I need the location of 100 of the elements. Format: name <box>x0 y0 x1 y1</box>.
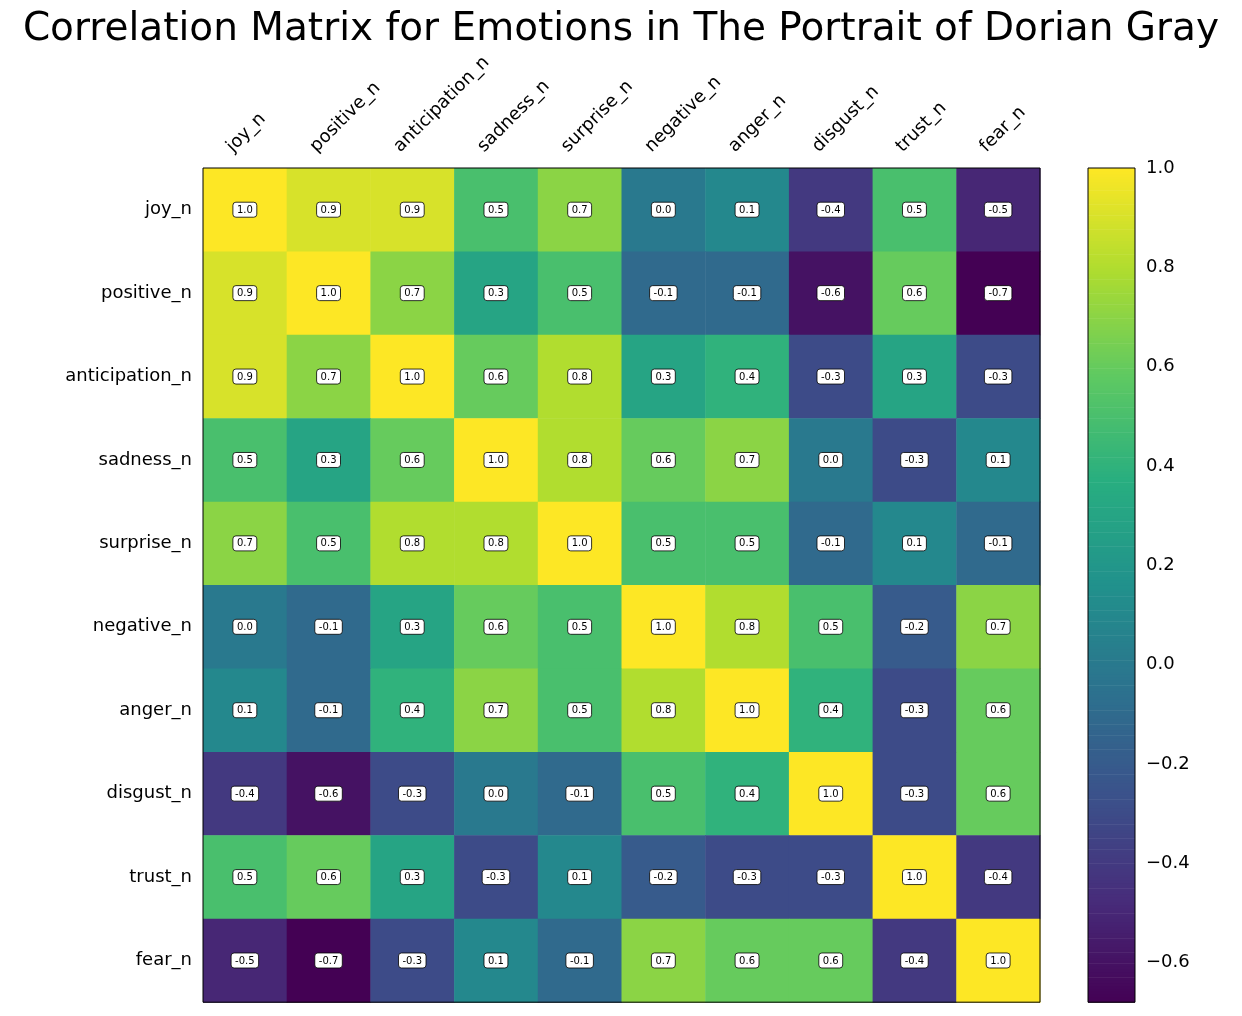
data-label: -0.5 <box>235 954 255 966</box>
data-label: 0.9 <box>236 370 253 382</box>
data-label: 0.0 <box>655 203 672 215</box>
color-bar-label: −0.4 <box>1146 850 1190 872</box>
data-label: 0.6 <box>906 287 923 299</box>
color-bar-label: 0.2 <box>1146 552 1175 574</box>
data-label: 0.5 <box>906 203 923 215</box>
data-label: -0.2 <box>904 620 925 632</box>
data-label: 0.1 <box>488 954 504 966</box>
data-label: 0.6 <box>320 871 337 883</box>
data-label: 0.7 <box>236 537 253 549</box>
data-label: 1.0 <box>320 287 337 299</box>
data-label: -0.6 <box>318 787 339 799</box>
data-label: 0.0 <box>822 454 839 466</box>
data-label: -0.1 <box>737 287 757 299</box>
data-label: -0.3 <box>904 454 925 466</box>
color-bar-label: −0.6 <box>1146 950 1190 972</box>
data-label: 0.7 <box>571 203 588 215</box>
data-label: 0.3 <box>404 620 421 632</box>
data-label: 0.5 <box>236 454 253 466</box>
data-label: 0.5 <box>488 203 504 215</box>
data-label: 1.0 <box>739 704 755 716</box>
color-bar-label: 0.0 <box>1146 652 1175 674</box>
data-label: 0.1 <box>571 871 588 883</box>
color-bar-label: 0.4 <box>1146 453 1175 475</box>
data-label: 1.0 <box>404 370 421 382</box>
data-label: 0.3 <box>655 370 672 382</box>
chart-title: Correlation Matrix for Emotions in The Portrait of Dorian Gray <box>21 4 1221 50</box>
data-label: 1.0 <box>655 620 672 632</box>
data-label: 0.0 <box>236 620 253 632</box>
data-label: 1.0 <box>236 203 253 215</box>
data-label: 0.6 <box>488 620 504 632</box>
data-label: -0.1 <box>569 954 590 966</box>
data-label: 0.5 <box>571 704 588 716</box>
data-label: -0.3 <box>402 954 423 966</box>
data-label: 0.8 <box>571 454 588 466</box>
data-label: 0.7 <box>488 704 504 716</box>
data-label: 0.6 <box>822 954 839 966</box>
data-label: 1.0 <box>822 787 839 799</box>
data-label: 0.8 <box>739 620 755 632</box>
data-label: 0.8 <box>488 537 504 549</box>
y-tick-label: disgust_n <box>106 781 192 804</box>
data-label: 0.3 <box>906 370 923 382</box>
data-label: 1.0 <box>906 871 923 883</box>
data-label: 0.4 <box>739 787 755 799</box>
data-label: -0.4 <box>235 787 255 799</box>
data-label: 0.8 <box>571 370 588 382</box>
y-tick-label: anger_n <box>119 697 192 720</box>
data-label: -0.5 <box>988 203 1008 215</box>
data-label: 0.6 <box>488 370 504 382</box>
data-label: 1.0 <box>990 954 1007 966</box>
data-label: 0.3 <box>404 871 421 883</box>
data-label: 0.0 <box>488 787 504 799</box>
data-label: -0.3 <box>988 370 1008 382</box>
data-label: 0.8 <box>404 537 421 549</box>
y-tick-label: anticipation_n <box>65 364 192 387</box>
data-label: 0.4 <box>739 370 755 382</box>
data-label: -0.4 <box>820 203 841 215</box>
data-label: 0.9 <box>404 203 421 215</box>
data-label: 1.0 <box>571 537 588 549</box>
data-label: 0.5 <box>571 287 588 299</box>
data-label: -0.1 <box>653 287 674 299</box>
data-label: 0.7 <box>655 954 672 966</box>
data-label: -0.1 <box>820 537 841 549</box>
data-label: -0.2 <box>653 871 674 883</box>
data-label: -0.1 <box>318 704 339 716</box>
data-label: 0.5 <box>571 620 588 632</box>
data-label: -0.3 <box>402 787 423 799</box>
data-label: -0.1 <box>988 537 1008 549</box>
data-label: -0.4 <box>988 871 1008 883</box>
data-label: 0.1 <box>990 454 1007 466</box>
data-label: 0.6 <box>739 954 755 966</box>
y-tick-label: trust_n <box>129 864 192 887</box>
data-label: 0.3 <box>320 454 337 466</box>
color-bar-label: 0.6 <box>1146 354 1175 376</box>
data-label: -0.3 <box>904 787 925 799</box>
data-label: 0.6 <box>990 704 1007 716</box>
data-label: 0.4 <box>404 704 421 716</box>
color-bar-label: 1.0 <box>1146 155 1175 177</box>
y-tick-label: sadness_n <box>98 447 192 470</box>
data-label: 0.5 <box>320 537 337 549</box>
data-label: 0.5 <box>739 537 755 549</box>
data-label: 0.9 <box>320 203 337 215</box>
y-tick-label: joy_n <box>143 197 192 220</box>
data-label: 0.1 <box>739 203 755 215</box>
y-tick-label: negative_n <box>92 614 192 637</box>
data-label: -0.7 <box>988 287 1008 299</box>
data-label: 0.7 <box>739 454 755 466</box>
data-label: -0.3 <box>820 871 841 883</box>
data-label: -0.3 <box>904 704 925 716</box>
data-label: 0.7 <box>320 370 337 382</box>
y-tick-label: surprise_n <box>99 531 192 554</box>
data-label: -0.3 <box>486 871 506 883</box>
data-label: 0.5 <box>655 537 672 549</box>
data-label: 0.4 <box>822 704 839 716</box>
data-label: 0.5 <box>822 620 839 632</box>
data-label: 0.6 <box>990 787 1007 799</box>
data-label: 0.5 <box>236 871 253 883</box>
data-label: -0.4 <box>904 954 925 966</box>
data-label: -0.1 <box>569 787 590 799</box>
